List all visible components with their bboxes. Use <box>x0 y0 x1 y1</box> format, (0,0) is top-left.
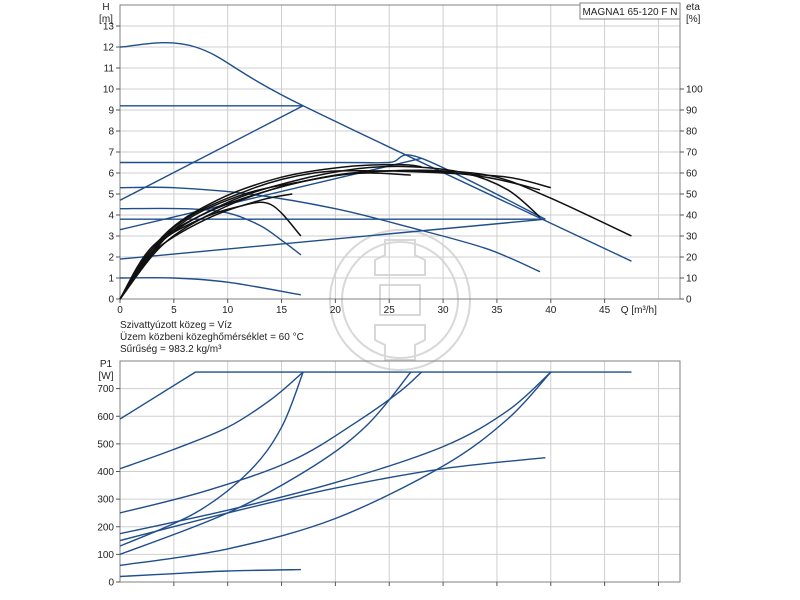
y-tick-label: 3 <box>108 232 114 243</box>
y2-tick-label: 20 <box>686 253 698 264</box>
power-curve <box>119 371 552 535</box>
y-tick-label: 500 <box>97 439 114 450</box>
model-label: MAGNA1 65-120 F N <box>582 7 677 18</box>
pump-curve <box>119 218 546 260</box>
power-curve <box>119 371 422 514</box>
x-tick-label: 20 <box>330 305 342 316</box>
y-tick-label: 1 <box>108 274 114 285</box>
power-plot: 0 100 200 300 400 500 600 700 P1[W] <box>97 359 681 589</box>
y-tick-label: 9 <box>108 106 114 117</box>
x-tick-label: 45 <box>599 305 611 316</box>
y2-tick-label: 100 <box>686 85 703 96</box>
y-tick-label: 12 <box>103 43 115 54</box>
y-tick-label: 8 <box>108 127 114 138</box>
y-tick-label: 0 <box>108 295 114 306</box>
y-tick-label: 200 <box>97 522 114 533</box>
y-tick-label: 2 <box>108 253 114 264</box>
power-curve <box>119 371 304 547</box>
y-axis-title: P1 <box>100 359 113 370</box>
note-fluid: Szivattyúzott közeg = Víz <box>120 320 232 331</box>
y2-tick-label: 50 <box>686 190 698 201</box>
y-tick-label: 10 <box>103 85 115 96</box>
y2-tick-label: 80 <box>686 127 698 138</box>
y2-tick-label: 30 <box>686 232 698 243</box>
y-tick-label: 400 <box>97 467 114 478</box>
y-tick-label: 100 <box>97 550 114 561</box>
pump-curve <box>119 207 302 256</box>
y-axis-unit: [W] <box>99 371 114 382</box>
x-tick-label: 0 <box>117 305 123 316</box>
efficiency-curve <box>119 169 541 300</box>
x-tick-label: 30 <box>438 305 450 316</box>
y-tick-label: 6 <box>108 169 114 180</box>
efficiency-curve <box>119 165 541 300</box>
efficiency-curve <box>119 193 293 300</box>
y2-tick-label: 60 <box>686 169 698 180</box>
x-tick-label: 40 <box>545 305 557 316</box>
pump-curve <box>119 276 302 296</box>
efficiency-curve <box>119 163 422 300</box>
pump-curve <box>119 105 304 201</box>
model-box: MAGNA1 65-120 F N <box>579 2 681 20</box>
y-tick-label: 600 <box>97 412 114 423</box>
power-curve <box>119 371 552 567</box>
power-curve <box>119 568 301 578</box>
pump-curve <box>119 186 541 273</box>
note-temperature: Üzem közbeni közeghőmérséklet = 60 °C <box>120 331 304 343</box>
x-axis-title: Q [m³/h] <box>621 305 657 316</box>
y2-axis-unit: [%] <box>686 14 701 25</box>
watermark-logo <box>329 229 471 371</box>
head-efficiency-plot: 0123456789101112130102030405060708090100… <box>99 2 703 316</box>
y-axis-title: H <box>102 2 109 13</box>
power-curve <box>119 457 546 542</box>
x-tick-label: 5 <box>171 305 177 316</box>
pump-curve <box>119 154 546 220</box>
y-tick-label: 4 <box>108 211 114 222</box>
y-tick-label: 0 <box>108 578 114 589</box>
y-tick-label: 5 <box>108 190 114 201</box>
y2-tick-label: 90 <box>686 106 698 117</box>
power-curve <box>119 371 412 556</box>
y-tick-label: 700 <box>97 384 114 395</box>
y-axis-unit: [m] <box>99 14 113 25</box>
x-tick-label: 25 <box>384 305 396 316</box>
fluid-notes: Szivattyúzott közeg = Víz Üzem közbeni k… <box>120 320 304 355</box>
y-tick-label: 13 <box>103 22 115 33</box>
y-tick-label: 11 <box>104 64 115 75</box>
efficiency-curve <box>119 169 551 300</box>
y2-tick-label: 40 <box>686 211 698 222</box>
pump-curve <box>119 41 632 262</box>
y2-tick-label: 10 <box>686 274 698 285</box>
y-tick-label: 300 <box>97 495 114 506</box>
y-tick-label: 7 <box>108 148 114 159</box>
x-tick-label: 35 <box>491 305 503 316</box>
y2-tick-label: 0 <box>686 295 692 306</box>
note-density: Sűrűség = 983.2 kg/m³ <box>120 344 222 355</box>
x-tick-label: 10 <box>222 305 234 316</box>
power-curve <box>119 371 632 420</box>
y2-axis-title: eta <box>686 2 700 13</box>
y2-tick-label: 70 <box>686 148 698 159</box>
power-curve <box>119 371 304 470</box>
x-tick-label: 15 <box>276 305 288 316</box>
